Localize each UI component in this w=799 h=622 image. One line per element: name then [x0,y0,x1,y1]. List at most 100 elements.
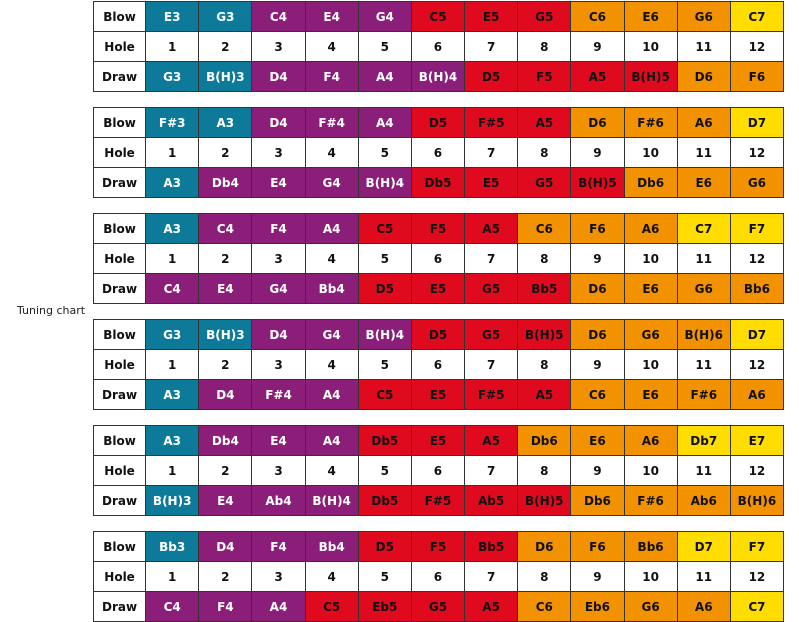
blow-note-cell: D4 [251,319,306,350]
draw-note-cell: E5 [464,167,519,198]
hole-number-cell: 12 [729,137,785,168]
blow-note-cell: D6 [517,531,572,562]
blow-note-cell: C5 [410,1,466,32]
hole-number-cell: 4 [304,137,359,168]
draw-note-cell: Db4 [198,167,253,198]
hole-number-cell: 6 [410,561,466,592]
draw-note-cell: E6 [623,273,678,304]
draw-note-cell: G6 [676,273,731,304]
hole-number-cell: 3 [251,243,306,274]
hole-row: Hole 1 2 3 4 5 6 7 8 9 10 11 12 [92,31,785,62]
blow-note-cell: B(H)6 [676,319,731,350]
hole-number-cell: 5 [357,349,412,380]
blow-note-cell: F7 [729,213,785,244]
draw-note-cell: B(H)4 [410,61,466,92]
hole-number-cell: 11 [676,137,731,168]
hole-number-cell: 6 [410,243,466,274]
hole-number-cell: 11 [676,243,731,274]
hole-number-cell: 4 [304,243,359,274]
blow-note-cell: A5 [517,107,572,138]
draw-note-cell: D5 [357,273,412,304]
blow-note-cell: G6 [676,1,731,32]
draw-note-cell: E5 [410,273,466,304]
blow-row: Blow E3 G3 C4 E4 G4 C5 E5 G5 C6 E6 G6 C7 [92,1,785,32]
draw-note-cell: E4 [251,167,306,198]
hole-number-cell: 8 [517,243,572,274]
hole-number-cell: 10 [623,349,678,380]
draw-note-cell: Bb6 [729,273,785,304]
blow-note-cell: G5 [464,319,519,350]
blow-note-cell: G5 [517,1,572,32]
blow-note-cell: G3 [198,1,253,32]
blow-note-cell: A6 [676,107,731,138]
hole-number-cell: 4 [304,455,359,486]
tuning-table: Blow A3 C4 F4 A4 C5 F5 A5 C6 F6 A6 C7 F7 Hole 1 2 3 4 5 6 7 8… [92,213,785,304]
draw-note-cell: G3 [145,61,200,92]
blow-note-cell: C6 [570,1,625,32]
hole-number-cell: 2 [198,561,253,592]
draw-note-cell: F6 [729,61,785,92]
blow-note-cell: Db6 [517,425,572,456]
draw-note-cell: B(H)6 [729,485,785,516]
draw-note-cell: Db5 [410,167,466,198]
blow-row-label: Blow [92,1,147,32]
draw-note-cell: Ab5 [464,485,519,516]
blow-note-cell: D4 [198,531,253,562]
blow-note-cell: Db4 [198,425,253,456]
hole-row: Hole 1 2 3 4 5 6 7 8 9 10 11 12 [92,137,785,168]
blow-note-cell: A4 [357,107,412,138]
draw-note-cell: G6 [623,591,678,622]
draw-note-cell: C5 [357,379,412,410]
hole-row: Hole 1 2 3 4 5 6 7 8 9 10 11 12 [92,561,785,592]
blow-row: Blow Bb3 D4 F4 Bb4 D5 F5 Bb5 D6 F6 Bb6 D7 F7 [92,531,785,562]
blow-note-cell: Db7 [676,425,731,456]
blow-note-cell: D5 [357,531,412,562]
blow-note-cell: A6 [623,425,678,456]
blow-note-cell: B(H)3 [198,319,253,350]
blow-note-cell: E6 [570,425,625,456]
tuning-table: Blow F#3 A3 D4 F#4 A4 D5 F#5 A5 D6 F#6 A6 D7 Hole 1 2 3 4… [92,107,785,198]
hole-number-cell: 7 [464,349,519,380]
blow-note-cell: A3 [198,107,253,138]
hole-number-cell: 12 [729,243,785,274]
hole-number-cell: 2 [198,243,253,274]
hole-number-cell: 2 [198,137,253,168]
hole-number-cell: 5 [357,243,412,274]
blow-note-cell: Bb4 [304,531,359,562]
blow-note-cell: D5 [410,319,466,350]
blow-note-cell: E6 [623,1,678,32]
hole-number-cell: 4 [304,349,359,380]
blow-note-cell: E3 [145,1,200,32]
hole-number-cell: 10 [623,31,678,62]
hole-number-cell: 10 [623,243,678,274]
draw-note-cell: F#5 [464,379,519,410]
hole-number-cell: 1 [145,561,200,592]
hole-number-cell: 12 [729,561,785,592]
blow-note-cell: C6 [517,213,572,244]
draw-row: Draw A3 Db4 E4 G4 B(H)4 Db5 E5 G5 B(H)5 Db6 E6 G6 [92,167,785,198]
blow-note-cell: F#6 [623,107,678,138]
hole-number-cell: 7 [464,137,519,168]
draw-row-label: Draw [92,273,147,304]
hole-number-cell: 2 [198,349,253,380]
blow-note-cell: F6 [570,531,625,562]
blow-note-cell: D5 [410,107,466,138]
draw-note-cell: G5 [410,591,466,622]
hole-number-cell: 6 [410,137,466,168]
hole-number-cell: 3 [251,455,306,486]
blow-note-cell: F7 [729,531,785,562]
tuning-table: Blow A3 Db4 E4 A4 Db5 E5 A5 Db6 E6 A6 Db7 E7 Hole 1 2 3 4… [92,425,785,516]
blow-note-cell: D4 [251,107,306,138]
hole-number-cell: 2 [198,455,253,486]
blow-note-cell: C7 [676,213,731,244]
hole-number-cell: 9 [570,137,625,168]
blow-note-cell: E4 [251,425,306,456]
blow-row-label: Blow [92,213,147,244]
hole-row-label: Hole [92,243,147,274]
blow-note-cell: A5 [464,213,519,244]
hole-number-cell: 5 [357,561,412,592]
blow-row-label: Blow [92,531,147,562]
blow-note-cell: F5 [410,213,466,244]
draw-note-cell: E6 [623,379,678,410]
blow-note-cell: C4 [198,213,253,244]
